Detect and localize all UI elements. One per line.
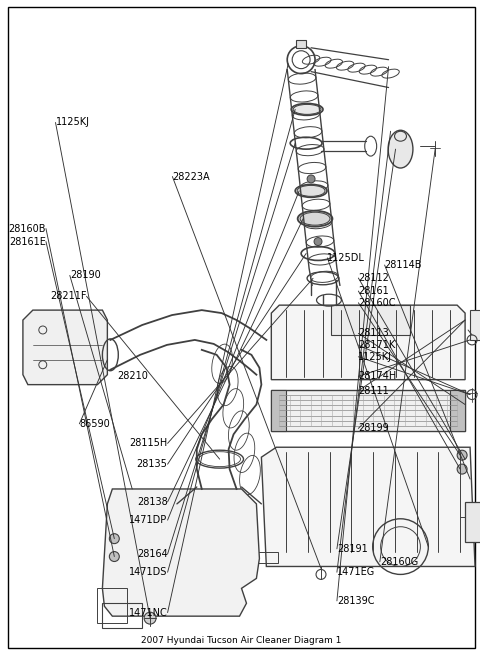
Text: 28161E: 28161E [9,236,46,246]
Text: 1471NC: 1471NC [129,608,168,618]
Text: 28174H: 28174H [359,371,396,381]
Text: 28171K: 28171K [359,340,396,350]
Text: 28114B: 28114B [384,260,422,270]
Bar [465,502,480,542]
Bar [271,390,465,432]
Text: 28138: 28138 [137,497,168,507]
Text: 1125KJ: 1125KJ [56,117,89,128]
Bar [296,40,306,48]
Text: 28160C: 28160C [359,298,396,308]
Polygon shape [271,305,465,380]
Bar [331,305,410,335]
Text: 28223A: 28223A [172,172,210,181]
Circle shape [109,552,120,561]
Bar [450,390,465,432]
Circle shape [457,464,467,474]
Text: 28191: 28191 [337,544,368,553]
Text: 28135: 28135 [137,459,168,469]
Text: 28112: 28112 [359,273,389,283]
Ellipse shape [298,211,333,227]
Text: 2007 Hyundai Tucson Air Cleaner Diagram 1: 2007 Hyundai Tucson Air Cleaner Diagram … [141,635,342,645]
Text: 28160B: 28160B [9,223,46,234]
Circle shape [307,175,315,183]
Text: 28115H: 28115H [129,438,168,449]
Circle shape [144,612,156,624]
Text: 28210: 28210 [118,371,148,381]
Text: 28164: 28164 [137,549,168,559]
Text: 1471EG: 1471EG [337,567,375,577]
Ellipse shape [291,103,323,115]
Text: 1125KJ: 1125KJ [359,352,392,362]
Polygon shape [23,310,108,384]
Bar [258,552,278,563]
Text: 28161: 28161 [359,286,389,296]
Bar [470,310,480,340]
Text: 28139C: 28139C [337,596,374,606]
Ellipse shape [295,185,327,197]
Text: 1471DS: 1471DS [129,567,168,577]
Text: 28211F: 28211F [50,291,86,301]
Circle shape [314,238,322,246]
Circle shape [457,450,467,460]
Text: 28113: 28113 [359,328,389,339]
Text: 28160G: 28160G [380,557,418,567]
Ellipse shape [388,130,413,168]
Text: 28190: 28190 [70,271,101,280]
Polygon shape [102,489,259,616]
Bar [271,390,286,432]
Text: 1471DP: 1471DP [129,515,168,525]
Circle shape [109,534,120,544]
Text: 86590: 86590 [79,419,110,429]
Polygon shape [262,447,475,567]
Text: 1125DL: 1125DL [327,253,365,263]
Text: 28199: 28199 [359,423,389,434]
Text: 28111: 28111 [359,386,389,396]
